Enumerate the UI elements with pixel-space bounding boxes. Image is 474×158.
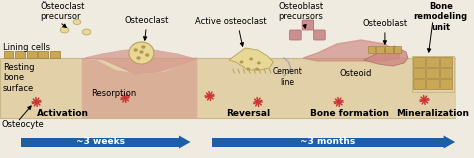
Bar [50,51,60,58]
Bar [413,68,425,78]
Text: Bone
remodeling
unit: Bone remodeling unit [414,2,468,32]
Polygon shape [82,58,197,118]
Text: Östeoclast
precursor: Östeoclast precursor [40,2,85,21]
Bar [212,137,444,146]
Ellipse shape [134,48,138,52]
Bar [376,46,384,53]
Ellipse shape [141,45,146,49]
Polygon shape [85,50,197,74]
Bar [426,68,439,78]
Text: Bone formation: Bone formation [310,109,389,118]
Polygon shape [179,136,191,149]
Ellipse shape [257,61,261,64]
Text: Activation: Activation [36,109,89,118]
Bar [0,58,456,118]
Bar [413,79,425,89]
Ellipse shape [249,58,253,61]
Ellipse shape [129,42,154,64]
Bar [426,57,439,67]
Bar [15,51,25,58]
Bar [21,137,179,146]
Ellipse shape [239,61,244,64]
Ellipse shape [145,53,149,57]
Text: Reversal: Reversal [226,109,270,118]
FancyBboxPatch shape [290,30,301,40]
Ellipse shape [82,29,91,35]
Ellipse shape [255,67,259,70]
Bar [393,46,401,53]
Bar [367,46,375,53]
Ellipse shape [60,27,69,33]
Polygon shape [229,48,273,70]
Text: Osteocyte: Osteocyte [2,120,45,129]
Bar [27,51,36,58]
Bar [412,56,454,92]
FancyBboxPatch shape [302,20,314,30]
Bar [413,57,425,67]
Bar [440,68,452,78]
Polygon shape [364,46,408,66]
Ellipse shape [137,56,141,60]
Bar [385,46,392,53]
Bar [426,79,439,89]
Text: ~3 months: ~3 months [300,137,356,146]
Ellipse shape [246,67,250,70]
FancyBboxPatch shape [314,30,325,40]
Text: Osteoblast
precursors: Osteoblast precursors [279,2,324,21]
Polygon shape [444,136,455,149]
Text: Active osteoclast: Active osteoclast [195,17,267,26]
Bar [440,79,452,89]
Ellipse shape [139,50,144,54]
Polygon shape [303,40,399,61]
Text: Mineralization: Mineralization [397,109,470,118]
Bar [4,51,13,58]
Text: Lining cells: Lining cells [3,43,50,52]
Bar [440,57,452,67]
Text: Osteoblast: Osteoblast [362,19,408,28]
Text: Osteoid: Osteoid [340,69,372,78]
Text: Resorption: Resorption [91,89,136,98]
Text: Osteoclast: Osteoclast [124,16,168,25]
Text: Resting
bone
surface: Resting bone surface [3,63,35,93]
Text: Cement
line: Cement line [273,67,302,87]
Ellipse shape [73,19,81,24]
Bar [38,51,48,58]
Text: ~3 weeks: ~3 weeks [75,137,125,146]
